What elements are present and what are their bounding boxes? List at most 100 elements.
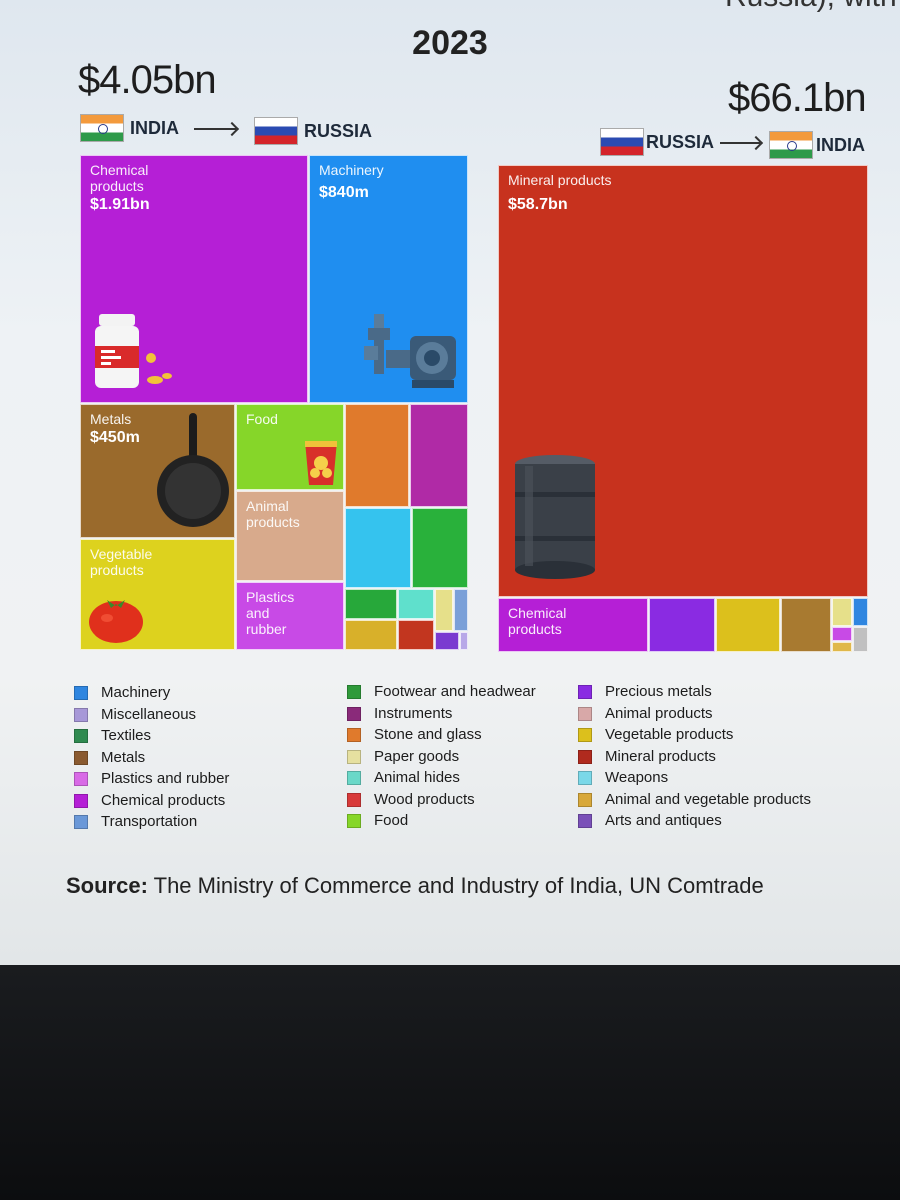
legend-swatch xyxy=(578,792,592,807)
flow-destination-label: INDIA xyxy=(816,135,865,155)
source-prefix: Source: xyxy=(66,873,148,898)
legend-label: Paper goods xyxy=(374,747,460,765)
legend-label: Animal hides xyxy=(374,769,460,786)
legend-label: Wood products xyxy=(374,790,475,808)
treemap-cell-instruments xyxy=(410,404,468,507)
treemap-cell-animal-products: Animal products xyxy=(236,491,344,581)
monitor-bezel xyxy=(0,965,900,1200)
treemap-cell-miscellaneous xyxy=(460,632,468,650)
legend-label: Metals xyxy=(101,748,146,766)
treemap-cell-value: $1.91bn xyxy=(90,196,150,213)
oil-barrel-icon xyxy=(513,454,597,580)
treemap-cell-animal-and-vegetable-products xyxy=(832,642,852,652)
medicine-bottle-icon xyxy=(93,314,173,392)
legend-swatch xyxy=(347,792,361,807)
legend-label: Footwear and headwear xyxy=(374,683,536,700)
water-pump-icon xyxy=(364,314,460,394)
flow-destination-label: RUSSIA xyxy=(304,121,373,141)
legend-swatch xyxy=(578,706,592,721)
treemap-cell-precious-metals xyxy=(649,598,715,652)
legend-item-stone-and-glass: Stone and glass xyxy=(347,724,536,746)
legend-item-transportation: Transportation xyxy=(74,811,229,833)
legend-label: Animal and vegetable products xyxy=(605,790,811,808)
legend-item-footwear-and-headwear: Footwear and headwear xyxy=(347,681,536,703)
legend-swatch xyxy=(74,729,88,743)
frying-pan-icon xyxy=(153,411,233,529)
legend-swatch xyxy=(74,793,88,808)
legend-item-food: Food xyxy=(347,810,536,832)
legend-swatch xyxy=(74,686,88,700)
legend-item-mineral-products: Mineral products xyxy=(578,746,811,768)
legend-swatch xyxy=(347,771,361,785)
legend-label: Instruments xyxy=(374,704,453,722)
treemap-cell-label: Metals xyxy=(90,411,132,427)
treemap-cell-vegetable-products: Vegetable products xyxy=(80,539,235,650)
arrow-right-icon xyxy=(720,142,760,144)
russia-to-india-total: $66.1bn xyxy=(728,76,867,120)
flow-origin-label: INDIA xyxy=(130,118,179,138)
legend-swatch xyxy=(347,706,361,721)
treemap-cell-food: Food xyxy=(236,404,344,490)
treemap-cell-metals: Metals $450m xyxy=(80,404,235,538)
treemap-cell-miscellaneous xyxy=(853,627,868,652)
legend-label: Miscellaneous xyxy=(101,705,197,723)
russia-flag-icon xyxy=(600,128,644,156)
source-text: The Ministry of Commerce and Industry of… xyxy=(147,873,764,898)
legend-swatch xyxy=(347,749,361,764)
treemap-cell-label: Food xyxy=(246,411,278,427)
india-flag-icon xyxy=(769,131,813,159)
legend-item-textiles: Textiles xyxy=(74,725,229,747)
legend-swatch xyxy=(347,728,361,742)
legend-swatch xyxy=(578,685,592,699)
india-to-russia-treemap: Chemical products $1.91bn Machinery $840m Met… xyxy=(80,155,468,650)
treemap-cell-label: Plastics and rubber xyxy=(246,589,295,637)
treemap-cell-chemical-products: Chemical products $1.91bn xyxy=(80,155,308,403)
legend-swatch xyxy=(578,771,592,785)
treemap-cell-label: Vegetable products xyxy=(90,546,153,578)
treemap-cell-label: Chemical products xyxy=(90,162,149,194)
legend-label: Weapons xyxy=(605,769,669,786)
cut-off-heading-fragment: Russia), with c xyxy=(725,0,900,14)
legend-label: Chemical products xyxy=(101,791,226,809)
legend-label: Plastics and rubber xyxy=(101,770,230,787)
treemap-cell-machinery xyxy=(853,598,868,626)
legend-swatch xyxy=(347,685,361,699)
legend-item-instruments: Instruments xyxy=(347,703,536,725)
treemap-cell-value: $840m xyxy=(319,184,369,201)
treemap-cell-chemical-products: Chemical products xyxy=(498,598,648,652)
legend-column-1: Machinery Miscellaneous Textiles Metals Plas… xyxy=(74,682,229,833)
legend-item-precious-metals: Precious metals xyxy=(578,681,811,703)
treemap-cell-weapons xyxy=(345,508,411,588)
legend-item-animal-products: Animal products xyxy=(578,703,811,725)
legend-swatch xyxy=(74,772,88,786)
treemap-cell-machinery: Machinery $840m xyxy=(309,155,468,403)
legend-item-paper-goods: Paper goods xyxy=(347,746,536,768)
legend-item-chemical-products: Chemical products xyxy=(74,790,229,812)
treemap-cell-animal-and-vegetable-products xyxy=(345,620,397,650)
treemap-cell-footwear-and-headwear xyxy=(412,508,468,588)
legend-swatch xyxy=(578,749,592,764)
legend-item-vegetable-products: Vegetable products xyxy=(578,724,811,746)
legend-item-animal-hides: Animal hides xyxy=(347,767,536,789)
india-to-russia-total: $4.05bn xyxy=(78,58,217,102)
treemap-cell-paper-goods xyxy=(832,598,852,626)
source-note: Source: The Ministry of Commerce and Ind… xyxy=(66,873,764,899)
legend-item-machinery: Machinery xyxy=(74,682,229,704)
treemap-cell-metals xyxy=(781,598,831,652)
legend-swatch xyxy=(74,707,88,722)
treemap-cell-label: Chemical products xyxy=(508,605,567,637)
legend-label: Arts and antiques xyxy=(605,812,722,829)
treemap-cell-arts-and-antiques xyxy=(435,632,459,650)
legend-item-miscellaneous: Miscellaneous xyxy=(74,704,229,726)
flow-origin-label: RUSSIA xyxy=(646,132,715,152)
treemap-cell-plastics-and-rubber xyxy=(832,627,852,641)
legend-swatch xyxy=(578,814,592,828)
legend-label: Mineral products xyxy=(605,747,716,765)
treemap-cell-value: $58.7bn xyxy=(508,196,568,213)
legend-label: Machinery xyxy=(101,684,171,701)
legend-swatch xyxy=(74,815,88,829)
legend-label: Precious metals xyxy=(605,683,712,700)
treemap-cell-stone-and-glass xyxy=(345,404,409,507)
legend-label: Transportation xyxy=(101,813,198,830)
treemap-cell-plastics-and-rubber: Plastics and rubber xyxy=(236,582,344,650)
